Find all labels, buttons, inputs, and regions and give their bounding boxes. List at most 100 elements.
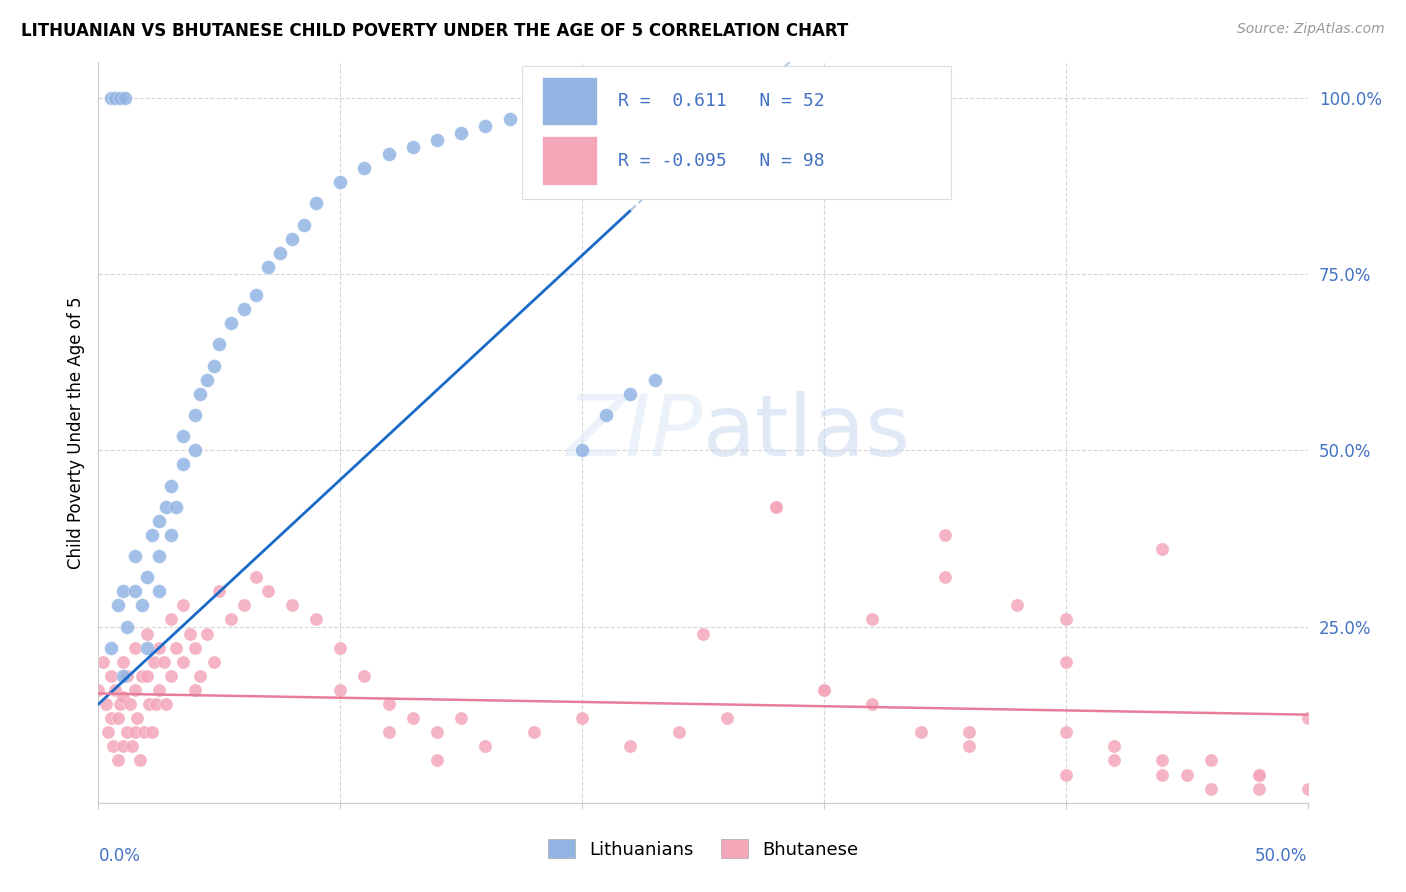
Point — [813, 683, 835, 698]
Point — [143, 655, 166, 669]
Point — [124, 549, 146, 563]
Point — [426, 725, 449, 739]
Point — [124, 725, 146, 739]
Point — [1199, 781, 1222, 796]
Point — [245, 288, 267, 302]
Point — [135, 626, 157, 640]
Point — [692, 626, 714, 640]
Point — [165, 640, 187, 655]
Point — [184, 683, 207, 698]
Point — [104, 91, 127, 105]
Point — [1102, 754, 1125, 768]
Point — [100, 91, 122, 105]
Text: R = -0.095   N = 98: R = -0.095 N = 98 — [619, 152, 825, 169]
Point — [547, 97, 569, 112]
Point — [148, 584, 170, 599]
Point — [204, 359, 226, 373]
Point — [450, 711, 472, 725]
Point — [1199, 754, 1222, 768]
Point — [402, 140, 425, 154]
Point — [377, 147, 399, 161]
Point — [121, 739, 143, 754]
Point — [1102, 739, 1125, 754]
Point — [131, 599, 153, 613]
FancyBboxPatch shape — [522, 66, 950, 200]
Point — [232, 302, 254, 317]
Point — [353, 161, 375, 176]
Point — [281, 232, 304, 246]
Point — [128, 754, 150, 768]
Point — [107, 754, 129, 768]
Point — [138, 697, 160, 711]
Point — [184, 640, 207, 655]
Text: 50.0%: 50.0% — [1256, 847, 1308, 865]
Point — [94, 697, 117, 711]
Point — [329, 640, 352, 655]
Point — [934, 528, 956, 542]
Point — [100, 640, 122, 655]
Point — [765, 500, 787, 514]
Point — [208, 337, 231, 351]
Point — [134, 725, 156, 739]
Point — [1249, 767, 1271, 781]
Point — [1175, 767, 1198, 781]
Point — [1296, 711, 1319, 725]
Point — [571, 711, 593, 725]
Point — [232, 599, 254, 613]
Point — [813, 683, 835, 698]
Point — [716, 711, 738, 725]
Point — [127, 711, 149, 725]
Point — [934, 570, 956, 584]
Point — [114, 91, 136, 105]
Point — [135, 640, 157, 655]
Point — [172, 458, 194, 472]
Point — [104, 683, 127, 698]
Point — [97, 725, 120, 739]
Point — [184, 443, 207, 458]
Point — [145, 697, 167, 711]
Point — [160, 528, 183, 542]
Point — [195, 626, 218, 640]
Point — [117, 619, 139, 633]
Text: ZIP: ZIP — [567, 391, 703, 475]
FancyBboxPatch shape — [543, 136, 596, 185]
Point — [571, 443, 593, 458]
Text: R =  0.611   N = 52: R = 0.611 N = 52 — [619, 92, 825, 111]
Point — [111, 584, 134, 599]
Point — [107, 711, 129, 725]
Point — [204, 655, 226, 669]
Point — [124, 683, 146, 698]
Point — [141, 528, 163, 542]
Point — [148, 514, 170, 528]
Point — [619, 739, 641, 754]
Point — [188, 387, 211, 401]
Point — [281, 599, 304, 613]
Point — [221, 612, 243, 626]
Point — [155, 500, 177, 514]
Point — [111, 690, 134, 704]
Point — [160, 612, 183, 626]
Point — [160, 478, 183, 492]
Text: 0.0%: 0.0% — [98, 847, 141, 865]
Point — [957, 725, 980, 739]
Point — [111, 669, 134, 683]
Point — [1054, 655, 1077, 669]
Point — [450, 126, 472, 140]
Point — [668, 725, 690, 739]
Point — [124, 640, 146, 655]
Point — [117, 725, 139, 739]
Text: LITHUANIAN VS BHUTANESE CHILD POVERTY UNDER THE AGE OF 5 CORRELATION CHART: LITHUANIAN VS BHUTANESE CHILD POVERTY UN… — [21, 22, 848, 40]
Point — [619, 387, 641, 401]
Point — [1054, 767, 1077, 781]
Point — [1249, 767, 1271, 781]
Point — [100, 669, 122, 683]
Point — [402, 711, 425, 725]
Point — [1152, 541, 1174, 556]
Point — [111, 739, 134, 754]
Point — [329, 683, 352, 698]
Point — [179, 626, 201, 640]
Point — [91, 655, 114, 669]
Point — [1152, 754, 1174, 768]
Point — [292, 218, 315, 232]
Point — [165, 500, 187, 514]
